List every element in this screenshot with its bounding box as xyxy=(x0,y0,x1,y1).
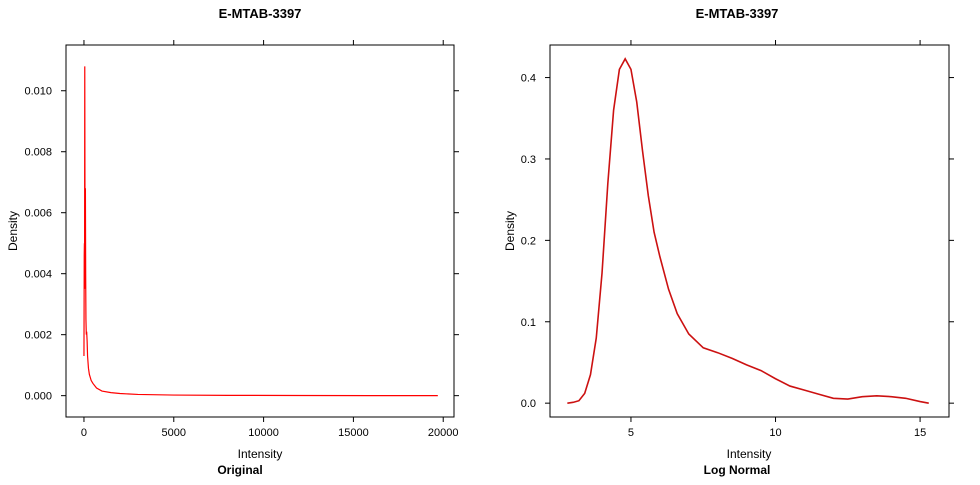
x-tick-label: 10000 xyxy=(248,427,279,439)
x-axis-label: Intensity xyxy=(238,447,283,461)
chart-title: E-MTAB-3397 xyxy=(219,6,302,21)
x-tick-label: 0 xyxy=(81,427,87,439)
y-tick-label: 0.006 xyxy=(24,208,52,220)
y-tick-label: 0.4 xyxy=(521,73,536,85)
y-tick-label: 0.2 xyxy=(521,235,536,247)
axis-ticks: 0 5000 10000 15000 20000 0.000 0.002 0.004 0.006… xyxy=(24,40,459,439)
y-tick-label: 0.010 xyxy=(24,86,52,98)
y-tick-label: 0.002 xyxy=(24,330,52,342)
density-line xyxy=(83,66,438,397)
x-tick-label: 20000 xyxy=(428,427,459,439)
y-axis-label: Density xyxy=(503,211,517,251)
y-tick-label: 0.3 xyxy=(521,154,536,166)
panel-subtitle: Original xyxy=(217,463,262,477)
y-tick-label: 0.1 xyxy=(521,317,536,329)
panel-original: E-MTAB-3397 0 5000 10000 15000 20000 0.000 0.0… xyxy=(6,6,459,477)
plot-frame xyxy=(65,44,455,418)
axis-ticks: 5 10 15 0.0 0.1 0.2 0.3 0.4 xyxy=(521,40,954,439)
plot-frame xyxy=(549,44,950,418)
panel-subtitle: Log Normal xyxy=(704,463,771,477)
panel-log-normal: E-MTAB-3397 5 10 15 0.0 0.1 0.2 0.3 0.4 Intensi… xyxy=(503,6,954,477)
x-axis-label: Intensity xyxy=(727,447,772,461)
x-tick-label: 15000 xyxy=(338,427,369,439)
y-tick-label: 0.0 xyxy=(521,398,536,410)
y-tick-label: 0.004 xyxy=(24,269,52,281)
x-tick-label: 5000 xyxy=(162,427,186,439)
y-tick-label: 0.008 xyxy=(24,147,52,159)
x-tick-label: 15 xyxy=(914,427,926,439)
x-tick-label: 5 xyxy=(628,427,634,439)
y-axis-label: Density xyxy=(6,211,20,251)
chart-title: E-MTAB-3397 xyxy=(696,6,779,21)
x-tick-label: 10 xyxy=(769,427,781,439)
y-tick-label: 0.000 xyxy=(24,391,52,403)
density-line xyxy=(567,57,929,404)
